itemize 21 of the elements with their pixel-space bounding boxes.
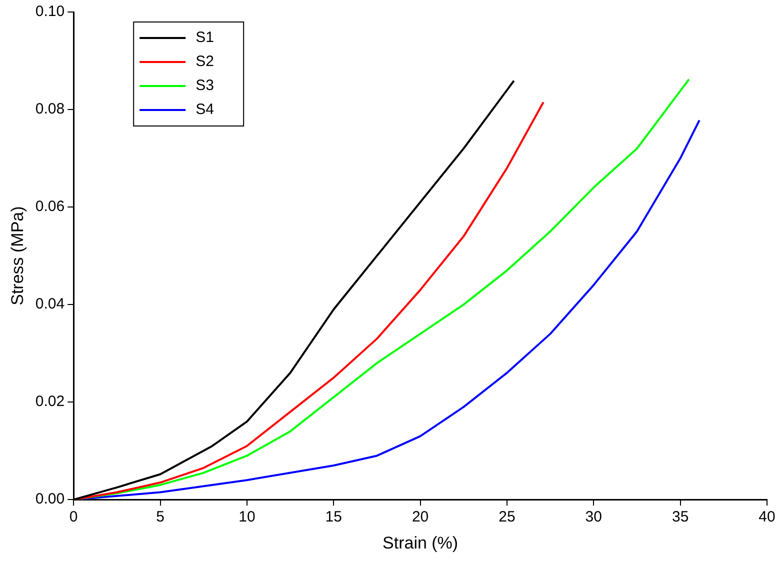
x-tick-label: 10 — [238, 508, 256, 526]
x-tick-label: 5 — [156, 508, 164, 526]
x-tick-label: 0 — [69, 508, 78, 526]
y-axis-title: Stress (MPa) — [8, 206, 27, 306]
x-tick-label: 20 — [412, 508, 429, 526]
y-tick-label: 0.02 — [35, 393, 65, 410]
legend-label: S2 — [196, 53, 214, 70]
x-axis-title: Strain (%) — [382, 533, 458, 552]
x-tick-label: 15 — [325, 508, 342, 526]
legend-label: S3 — [196, 77, 214, 94]
y-tick-label: 0.06 — [35, 198, 65, 216]
y-tick-label: 0.00 — [35, 490, 65, 508]
y-tick-label: 0.08 — [35, 100, 65, 118]
x-tick-label: 40 — [758, 508, 776, 526]
x-tick-label: 35 — [672, 508, 689, 526]
x-tick-label: 25 — [498, 508, 516, 526]
legend-label: S4 — [196, 101, 214, 118]
y-tick-label: 0.10 — [35, 3, 65, 20]
x-tick-label: 30 — [585, 508, 602, 526]
y-tick-label: 0.04 — [35, 296, 65, 313]
legend-label: S1 — [196, 29, 214, 46]
